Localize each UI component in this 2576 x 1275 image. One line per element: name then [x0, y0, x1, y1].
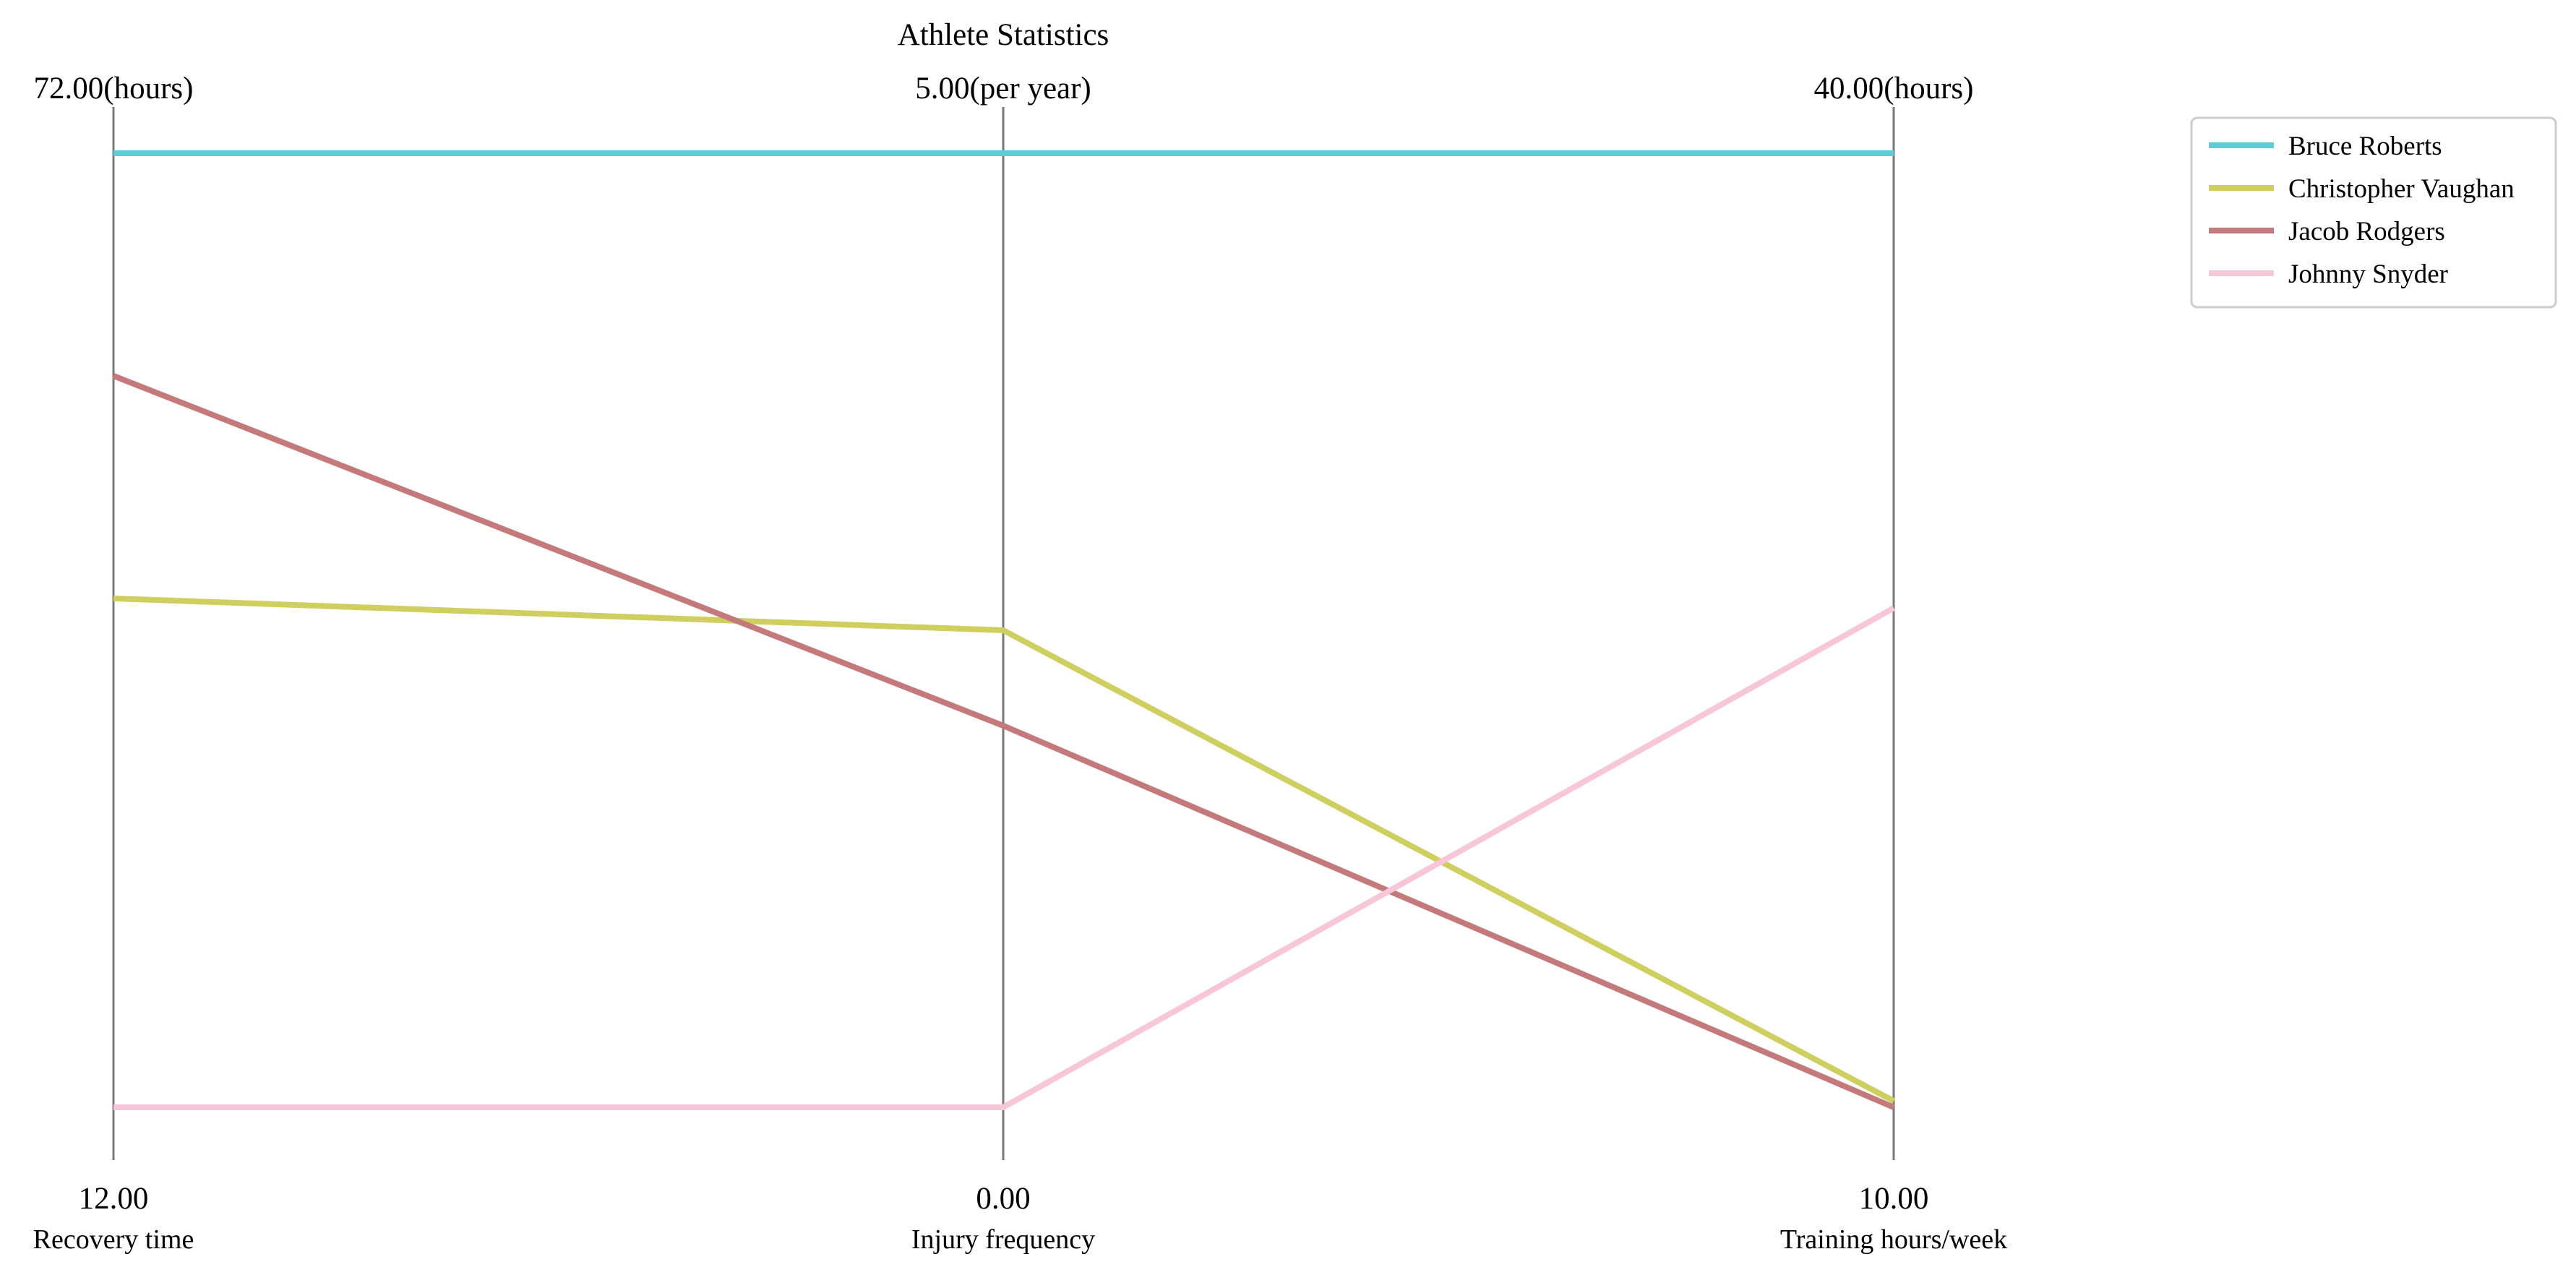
axis-name-label: Recovery time	[33, 1224, 194, 1255]
legend-label: Jacob Rodgers	[2288, 217, 2445, 246]
axis-min-label: 0.00	[976, 1182, 1030, 1216]
axis-max-label: 5.00(per year)	[915, 72, 1091, 106]
series-lines-group	[112, 150, 1895, 1110]
legend-label: Bruce Roberts	[2288, 132, 2442, 161]
series-line	[113, 596, 1895, 1104]
legend: Bruce Roberts Christopher Vaughan Jacob Ro…	[2190, 116, 2557, 309]
axis-max-label: 72.00(hours)	[34, 72, 194, 106]
series-line	[112, 373, 1895, 1110]
series-line	[113, 605, 1895, 1110]
axis-name-label: Injury frequency	[911, 1224, 1095, 1255]
axis-min-label: 12.00	[79, 1182, 149, 1216]
axis-name-label: Training hours/week	[1780, 1224, 2007, 1255]
chart-title: Athlete Statistics	[898, 18, 1109, 52]
axis-min-label: 10.00	[1859, 1182, 1929, 1216]
axes-group: 72.00(hours) 12.00 Recovery time 5.00(per y…	[33, 72, 2007, 1255]
legend-label: Christopher Vaughan	[2288, 174, 2515, 204]
axis-max-label: 40.00(hours)	[1814, 72, 1974, 106]
legend-frame	[2190, 116, 2557, 309]
legend-label: Johnny Snyder	[2288, 259, 2448, 289]
